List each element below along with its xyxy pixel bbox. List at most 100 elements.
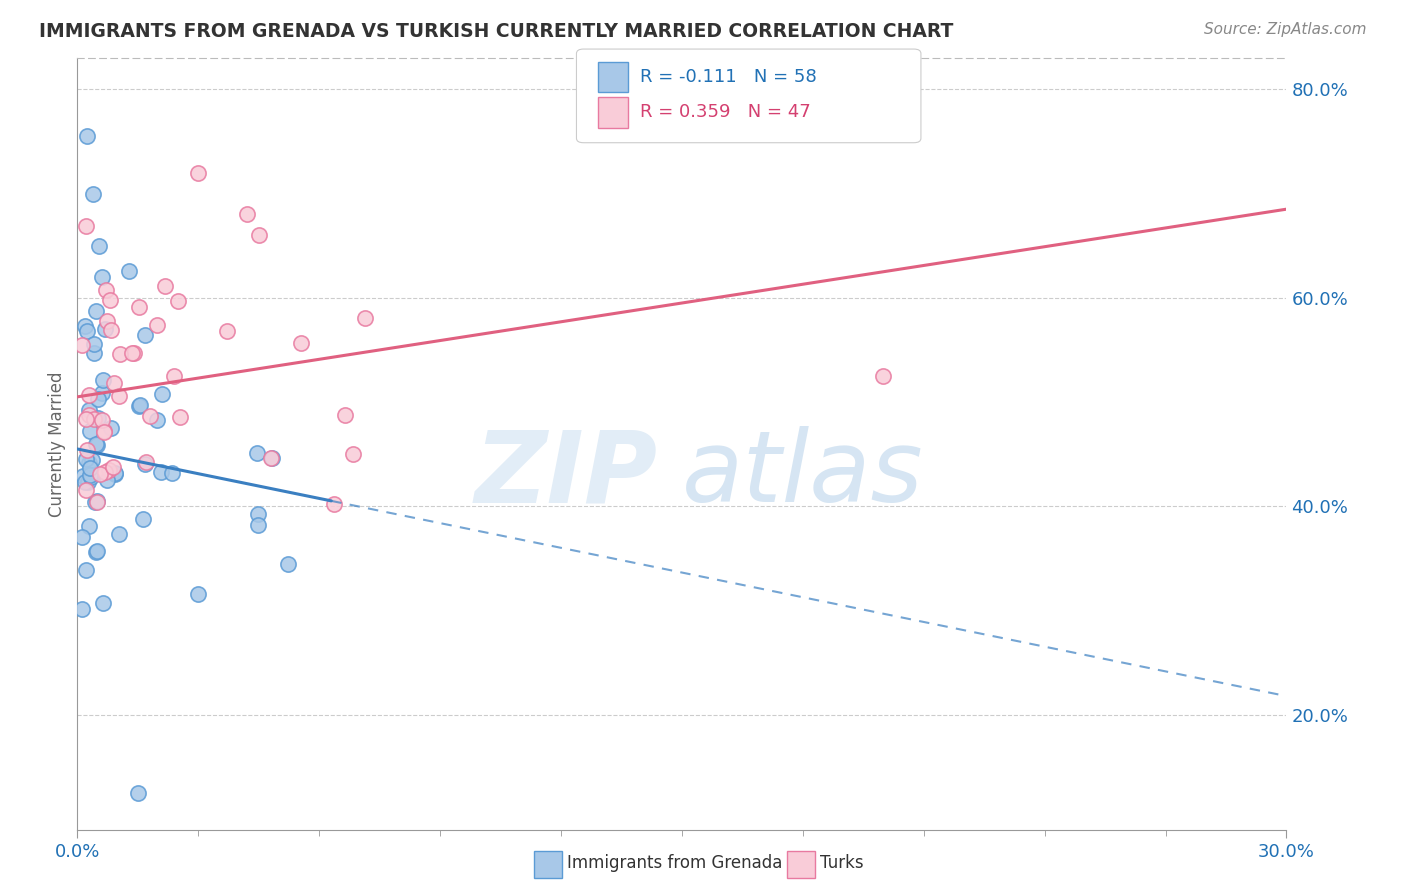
Point (169, 410, 191, 425)
Point (91, 372, 114, 386)
Point (93, 322, 115, 336)
Point (101, 460, 124, 475)
Point (82, 453, 104, 467)
Point (86, 544, 108, 558)
Point (75, 318, 97, 333)
Point (91, 385, 114, 400)
Point (103, 376, 125, 390)
Point (96, 314, 118, 328)
Point (124, 346, 146, 360)
Text: Source: ZipAtlas.com: Source: ZipAtlas.com (1204, 22, 1367, 37)
Point (90, 413, 112, 427)
Point (75, 219, 97, 233)
Point (86, 545, 108, 559)
Point (163, 368, 186, 383)
Point (75, 563, 97, 577)
Point (187, 587, 209, 601)
Point (84, 436, 107, 450)
Point (139, 409, 162, 424)
Point (134, 328, 156, 343)
Point (86, 437, 108, 451)
Point (247, 518, 270, 533)
Point (97, 463, 120, 477)
Point (121, 346, 143, 360)
Point (107, 389, 129, 403)
Point (79, 424, 101, 438)
Point (75, 412, 97, 426)
Point (84, 495, 107, 509)
Point (872, 369, 894, 384)
Point (146, 412, 169, 426)
Point (94, 465, 117, 479)
Point (93, 425, 115, 440)
Point (107, 527, 129, 541)
Point (152, 387, 174, 401)
Y-axis label: Currently Married: Currently Married (48, 371, 66, 516)
Point (80, 470, 103, 484)
Point (187, 166, 209, 180)
Point (83, 337, 105, 351)
Point (77, 408, 100, 422)
Point (86, 495, 108, 509)
Point (94, 284, 117, 298)
Point (79, 455, 101, 469)
Text: Immigrants from Grenada: Immigrants from Grenada (567, 855, 782, 872)
Point (76, 324, 98, 338)
Point (146, 318, 169, 332)
Point (235, 207, 257, 221)
Point (96, 473, 118, 487)
Point (83, 412, 105, 426)
Point (93, 424, 115, 438)
Text: R = 0.359   N = 47: R = 0.359 N = 47 (640, 103, 810, 121)
Point (75, 452, 97, 467)
Point (79, 388, 101, 402)
Text: Turks: Turks (820, 855, 863, 872)
Point (79, 468, 101, 483)
Point (290, 335, 312, 350)
Point (131, 511, 153, 525)
Point (247, 228, 270, 243)
Point (98, 293, 121, 307)
Point (128, 399, 150, 413)
Point (162, 466, 184, 480)
Point (108, 347, 131, 361)
Point (79, 402, 101, 417)
Point (128, 300, 150, 314)
Point (86, 493, 108, 508)
Point (100, 323, 122, 337)
Point (129, 398, 152, 412)
Point (76, 443, 98, 458)
Text: ZIP: ZIP (475, 426, 658, 523)
Point (76, 129, 98, 144)
Point (134, 457, 156, 471)
Point (104, 466, 127, 480)
Text: R = -0.111   N = 58: R = -0.111 N = 58 (640, 68, 817, 86)
Text: IMMIGRANTS FROM GRENADA VS TURKISH CURRENTLY MARRIED CORRELATION CHART: IMMIGRANTS FROM GRENADA VS TURKISH CURRE… (39, 22, 953, 41)
Point (353, 310, 375, 325)
Point (135, 455, 157, 469)
Point (70, 531, 93, 545)
Point (90, 269, 112, 284)
Point (72, 338, 94, 352)
Point (127, 786, 149, 800)
Point (260, 450, 283, 465)
Point (246, 508, 269, 522)
Point (91, 596, 114, 610)
Text: atlas: atlas (682, 426, 924, 523)
Point (83, 346, 105, 360)
Point (82, 186, 104, 201)
Point (86, 411, 108, 425)
Point (89, 467, 111, 482)
Point (76, 475, 98, 489)
Point (79, 460, 101, 475)
Point (259, 451, 281, 466)
Point (72, 602, 94, 616)
Point (153, 279, 176, 293)
Point (117, 264, 139, 278)
Point (87, 392, 110, 406)
Point (104, 467, 127, 482)
Point (246, 446, 269, 460)
Point (166, 293, 188, 308)
Point (215, 325, 238, 339)
Point (89, 238, 111, 252)
